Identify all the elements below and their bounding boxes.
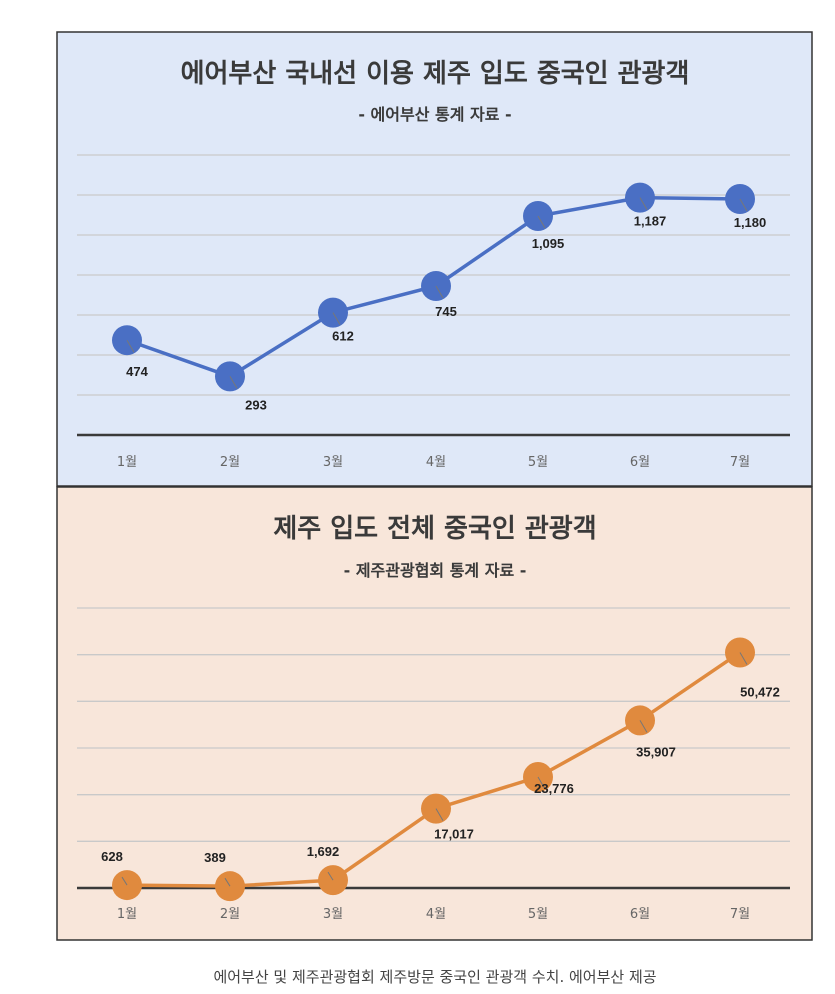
x-tick-label: 2월: [220, 455, 240, 470]
leader-line: [229, 376, 238, 389]
data-label: 293: [245, 397, 267, 412]
leader-line: [435, 285, 444, 299]
figure-caption: 에어부산 및 제주관광협회 제주방문 중국인 관광객 수치. 에어부산 제공: [213, 968, 657, 986]
chart-subtitle: - 제주관광협회 통계 자료 -: [344, 561, 527, 580]
data-label: 474: [126, 364, 148, 379]
data-label: 1,180: [734, 215, 767, 230]
data-label: 612: [332, 329, 354, 344]
data-label: 23,776: [534, 781, 574, 796]
x-tick-label: 6월: [630, 455, 650, 470]
leader-line: [739, 198, 748, 212]
data-label: 389: [204, 850, 226, 865]
data-label: 745: [435, 304, 457, 319]
x-tick-label: 4월: [426, 907, 446, 922]
data-label: 1,187: [634, 214, 667, 229]
data-label: 628: [101, 849, 123, 864]
x-tick-label: 7월: [730, 455, 750, 470]
chart-subtitle: - 에어부산 통계 자료 -: [358, 105, 511, 124]
leader-line: [537, 215, 546, 229]
data-label: 50,472: [740, 684, 780, 699]
x-tick-label: 5월: [528, 455, 548, 470]
leader-line: [126, 339, 135, 353]
x-tick-label: 2월: [220, 907, 240, 922]
data-label: 1,095: [532, 236, 565, 251]
x-tick-label: 3월: [323, 907, 343, 922]
x-tick-label: 4월: [426, 455, 446, 470]
chart-1: 에어부산 국내선 이용 제주 입도 중국인 관광객 - 에어부산 통계 자료 - 4…: [56, 31, 813, 487]
chart-background: [56, 31, 813, 487]
leader-line: [435, 808, 444, 821]
x-tick-label: 1월: [117, 455, 137, 470]
chart-2: 제주 입도 전체 중국인 관광객 - 제주관광협회 통계 자료 - 628 389 1,…: [56, 486, 813, 941]
data-label: 17,017: [434, 827, 474, 842]
leader-line: [332, 312, 341, 325]
data-label: 35,907: [636, 744, 676, 759]
leader-line: [327, 871, 334, 881]
chart-title: 에어부산 국내선 이용 제주 입도 중국인 관광객: [181, 59, 690, 89]
x-tick-label: 7월: [730, 907, 750, 922]
leader-line: [639, 197, 648, 210]
x-tick-label: 6월: [630, 907, 650, 922]
data-label: 1,692: [307, 844, 340, 859]
x-tick-label: 1월: [117, 907, 137, 922]
leader-line: [639, 720, 648, 733]
leader-line: [121, 876, 128, 886]
leader-line: [537, 776, 546, 790]
x-tick-label: 5월: [528, 907, 548, 922]
chart-background: [56, 486, 813, 941]
x-tick-label: 3월: [323, 455, 343, 470]
leader-line: [739, 652, 748, 665]
leader-line: [224, 877, 231, 887]
chart-title: 제주 입도 전체 중국인 관광객: [273, 514, 596, 544]
